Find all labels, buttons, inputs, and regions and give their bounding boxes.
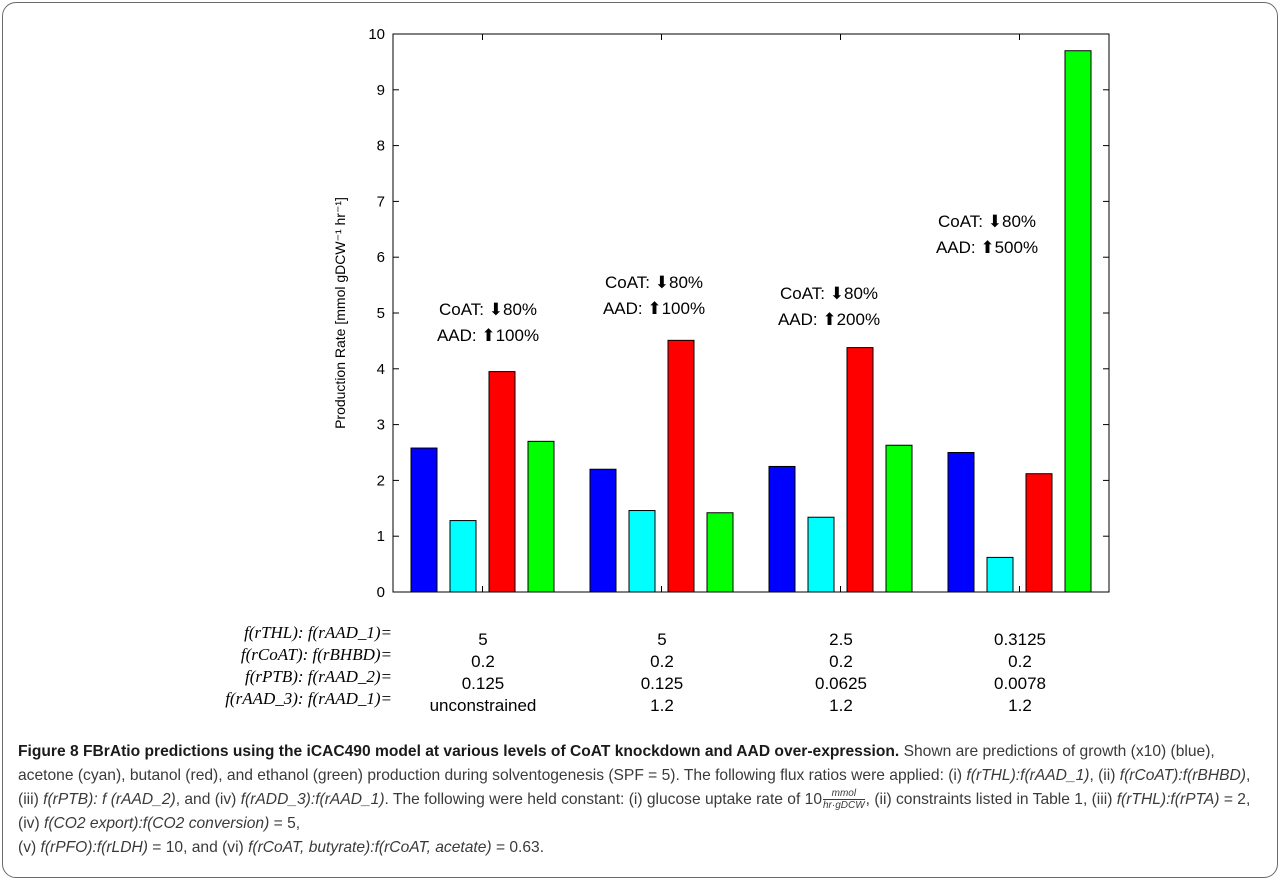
caption-ratio: f(rCoAT):f(rBHBD) bbox=[1119, 767, 1246, 784]
caption-value: = 10 bbox=[152, 839, 184, 856]
ratio-row-label: f(rAAD_3): f(rAAD_1)= bbox=[225, 689, 392, 708]
caption-ratio: f(rTHL):f(rAAD_1) bbox=[966, 767, 1090, 784]
bar-acetone bbox=[807, 516, 835, 593]
bar-ethanol bbox=[1064, 50, 1092, 593]
bar-ethanol bbox=[527, 440, 555, 593]
bar-acetone bbox=[628, 510, 656, 593]
ratio-cell: 1.2 bbox=[650, 696, 674, 715]
bar-growth bbox=[589, 468, 617, 593]
ratio-row-label: f(rTHL): f(rAAD_1)= bbox=[244, 623, 392, 642]
figure-caption: Figure 8 FBrAtio predictions using the i… bbox=[18, 743, 1251, 856]
bar-acetone bbox=[986, 556, 1014, 593]
caption-text: constraints listed in Table 1 bbox=[895, 791, 1083, 808]
ratio-cell: 0.2 bbox=[471, 652, 495, 671]
caption-ratio: f(CO2 export):f(CO2 conversion) bbox=[43, 815, 270, 832]
bar-growth bbox=[768, 465, 796, 593]
ratio-cell: 0.125 bbox=[461, 674, 505, 693]
annotation-coat: CoAT: ⬇80% bbox=[780, 284, 878, 303]
annotation-coat: CoAT: ⬇80% bbox=[439, 300, 537, 319]
y-tick-label: 7 bbox=[377, 193, 385, 210]
caption-value: = 0.63. bbox=[495, 839, 545, 856]
annotation-aad: AAD: ⬆100% bbox=[437, 326, 539, 345]
caption-ratio: f(rADD_3):f(rAAD_1) bbox=[240, 791, 385, 808]
y-axis-label: Production Rate [mmol gDCW⁻¹ hr⁻¹] bbox=[332, 197, 348, 429]
caption-ratio: f(rCoAT, butyrate):f(rCoAT, acetate) bbox=[248, 839, 492, 856]
annotation-aad: AAD: ⬆100% bbox=[603, 299, 705, 318]
caption-ratio: f(rTHL):f(rPTA) bbox=[1116, 791, 1220, 808]
bar-butanol bbox=[488, 371, 516, 593]
y-tick-label: 1 bbox=[377, 528, 385, 545]
bar-butanol bbox=[1025, 473, 1053, 593]
ratio-cell: unconstrained bbox=[429, 696, 537, 715]
y-tick-label: 9 bbox=[377, 82, 385, 99]
ratio-cell: 1.2 bbox=[1008, 696, 1032, 715]
bar-butanol bbox=[846, 347, 874, 593]
bar-chart: 0 1 2 3 4 5 6 7 8 9 10 Production Rate [mmol gDCW⁻¹… bbox=[332, 26, 1110, 601]
ratio-cell: 5 bbox=[657, 630, 667, 649]
caption-text: The following were held constant: (i) gl… bbox=[392, 791, 822, 808]
bar-growth bbox=[410, 447, 438, 593]
bar-butanol bbox=[667, 339, 695, 593]
annotation-aad: AAD: ⬆200% bbox=[778, 310, 880, 329]
annotation-aad: AAD: ⬆500% bbox=[936, 238, 1038, 257]
y-tick-label: 0 bbox=[377, 584, 385, 601]
y-tick-label: 4 bbox=[377, 361, 385, 378]
figure-title: FBrAtio predictions using the iCAC490 mo… bbox=[83, 743, 900, 760]
y-tick-label: 3 bbox=[377, 417, 385, 434]
ratio-cell: 0.0078 bbox=[994, 674, 1046, 693]
ratio-cell: 0.2 bbox=[829, 652, 853, 671]
y-tick-label: 5 bbox=[377, 305, 385, 322]
y-tick-label: 2 bbox=[377, 472, 385, 489]
units-fraction: mmol hr·gDCW bbox=[823, 788, 865, 812]
caption-text: Shown are predictions of growth (x10) (b… bbox=[18, 743, 1215, 784]
caption-value: = 5 bbox=[273, 815, 296, 832]
caption-ratio: f(rPTB): f (rAAD_2) bbox=[43, 791, 176, 808]
y-tick-label: 10 bbox=[368, 26, 385, 43]
bar-ethanol bbox=[706, 512, 734, 593]
ratio-cell: 0.2 bbox=[1008, 652, 1032, 671]
ratio-cell: 0.3125 bbox=[994, 630, 1046, 649]
bar-ethanol bbox=[885, 444, 913, 593]
annotation-coat: CoAT: ⬇80% bbox=[938, 212, 1036, 231]
ratio-row-label: f(rCoAT): f(rBHBD)= bbox=[240, 645, 392, 664]
bar-acetone bbox=[449, 520, 477, 593]
ratio-cell: 0.2 bbox=[650, 652, 674, 671]
ratio-cell: 0.0625 bbox=[815, 674, 867, 693]
ratio-row-label: f(rPTB): f(rAAD_2)= bbox=[245, 667, 392, 686]
ratio-cell: 1.2 bbox=[829, 696, 853, 715]
y-tick-label: 6 bbox=[377, 249, 385, 266]
bar-growth bbox=[947, 452, 975, 593]
ratio-cell: 0.125 bbox=[640, 674, 684, 693]
y-tick-label: 8 bbox=[377, 138, 385, 155]
figure-label: Figure 8 bbox=[18, 743, 79, 760]
ratio-cell: 5 bbox=[478, 630, 488, 649]
annotation-coat: CoAT: ⬇80% bbox=[605, 273, 703, 292]
caption-value: = 2 bbox=[1223, 791, 1246, 808]
ratio-cell: 2.5 bbox=[829, 630, 853, 649]
caption-ratio: f(rPFO):f(rLDH) bbox=[40, 839, 148, 856]
